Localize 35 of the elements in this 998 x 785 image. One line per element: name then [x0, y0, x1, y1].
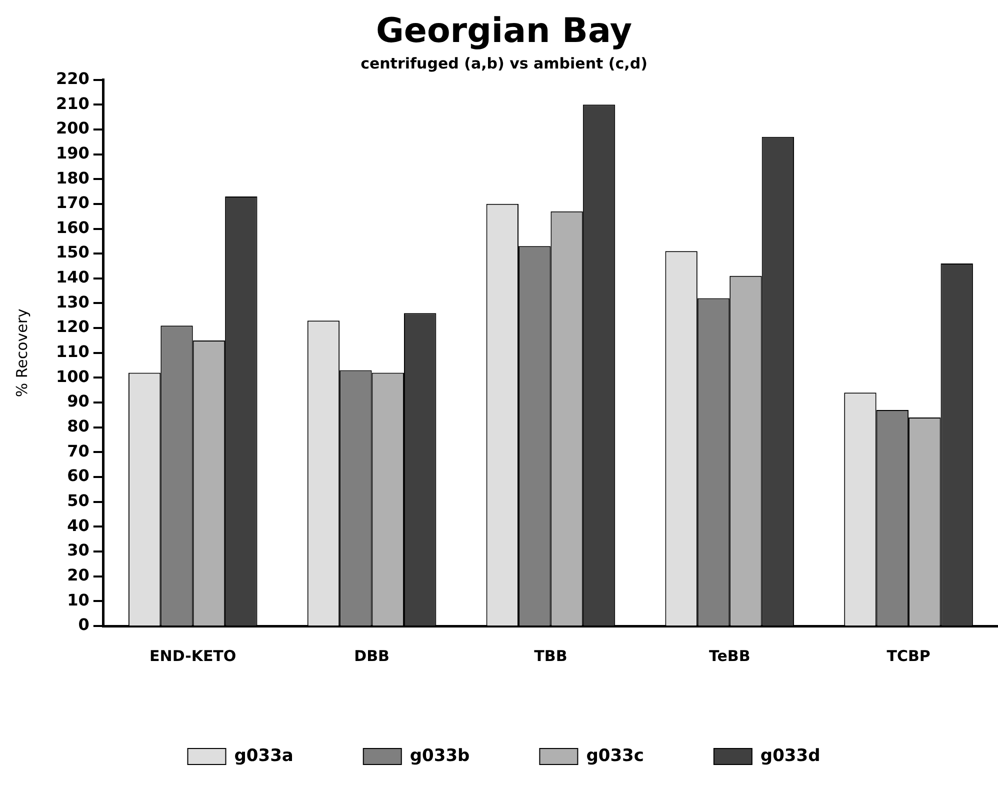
x-tick-label: END-KETO	[150, 646, 236, 665]
y-tick-label: 160	[56, 218, 90, 237]
y-tick-label: 140	[56, 268, 90, 287]
y-tick-label: 150	[56, 242, 90, 262]
x-tick-label: TCBP	[886, 646, 930, 665]
legend-label: g033a	[234, 746, 294, 766]
chart-title: Georgian Bay	[376, 11, 632, 52]
legend-label: g033c	[586, 746, 644, 766]
x-tick-label: TBB	[534, 646, 568, 665]
y-tick-label: 20	[67, 566, 90, 584]
y-tick-label: 80	[67, 416, 90, 436]
y-tick-label: 70	[67, 441, 90, 460]
y-tick-label: 0	[78, 615, 90, 634]
y-tick-label: 50	[67, 491, 90, 510]
y-tick-label: 60	[67, 466, 90, 486]
y-tick-label: 190	[56, 143, 90, 162]
y-tick-label: 30	[67, 540, 90, 560]
chart-subtitle: centrifuged (a,b) vs ambient (c,d)	[360, 54, 648, 73]
y-tick-label: 130	[56, 292, 90, 312]
y-tick-label: 100	[56, 366, 90, 386]
x-tick-label: DBB	[354, 646, 390, 665]
y-tick-label: 180	[56, 168, 90, 188]
y-tick-label: 120	[56, 317, 90, 336]
x-tick-label: TeBB	[708, 646, 750, 665]
y-tick-label: 110	[56, 342, 90, 362]
legend-label: g033b	[410, 746, 470, 766]
y-axis-title: % Recovery	[12, 308, 31, 398]
y-tick-label: 170	[56, 193, 90, 212]
legend-label: g033d	[760, 746, 820, 766]
y-tick-label: 200	[56, 118, 90, 138]
y-tick-label: 90	[67, 392, 90, 411]
y-tick-label: 220	[56, 68, 90, 88]
y-tick-label: 10	[67, 590, 90, 610]
y-tick-label: 210	[56, 94, 90, 113]
y-tick-label: 40	[67, 516, 90, 535]
